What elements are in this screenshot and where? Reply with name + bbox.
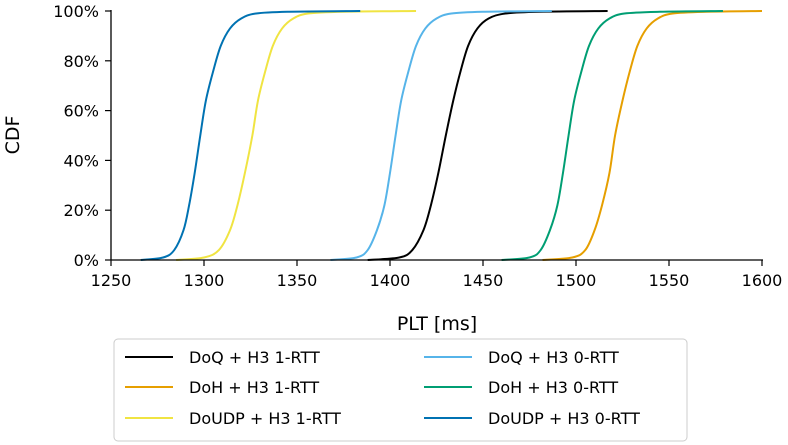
x-tick-label: 1500 <box>556 271 597 290</box>
legend-box <box>113 338 688 442</box>
y-tick-label: 100% <box>53 2 99 21</box>
series-line-3 <box>330 10 552 261</box>
x-tick-label: 1250 <box>91 271 132 290</box>
tick-labels: 1250 1300 1350 1400 1450 1500 1550 1600 0% 20% 40%… <box>53 2 782 290</box>
legend-label: DoQ + H3 0-RTT <box>488 348 619 367</box>
x-tick-label: 1400 <box>370 271 411 290</box>
legend-label: DoUDP + H3 1-RTT <box>189 409 341 428</box>
x-tick-label: 1600 <box>742 271 783 290</box>
legend: DoQ + H3 1-RTT DoH + H3 1-RTT DoUDP + H3 1… <box>113 338 688 442</box>
series-line-0 <box>367 10 608 261</box>
legend-label: DoH + H3 0-RTT <box>488 378 618 397</box>
y-tick-label: 60% <box>63 102 99 121</box>
x-tick-label: 1300 <box>184 271 225 290</box>
x-axis-label: PLT [ms] <box>397 313 477 335</box>
y-tick-label: 40% <box>63 151 99 170</box>
plot-lines <box>140 10 763 261</box>
y-axis-label: CDF <box>2 116 24 155</box>
series-line-1 <box>542 10 763 261</box>
legend-label: DoH + H3 1-RTT <box>189 378 319 397</box>
axes <box>105 10 763 266</box>
series-line-2 <box>176 10 417 261</box>
series-line-5 <box>140 10 361 261</box>
legend-label: DoQ + H3 1-RTT <box>189 348 320 367</box>
x-tick-label: 1450 <box>463 271 504 290</box>
series-line-4 <box>501 10 723 261</box>
y-tick-label: 80% <box>63 52 99 71</box>
x-tick-label: 1350 <box>277 271 318 290</box>
legend-label: DoUDP + H3 0-RTT <box>488 409 640 428</box>
y-tick-label: 0% <box>74 251 99 270</box>
x-tick-label: 1550 <box>649 271 690 290</box>
y-tick-label: 20% <box>63 201 99 220</box>
